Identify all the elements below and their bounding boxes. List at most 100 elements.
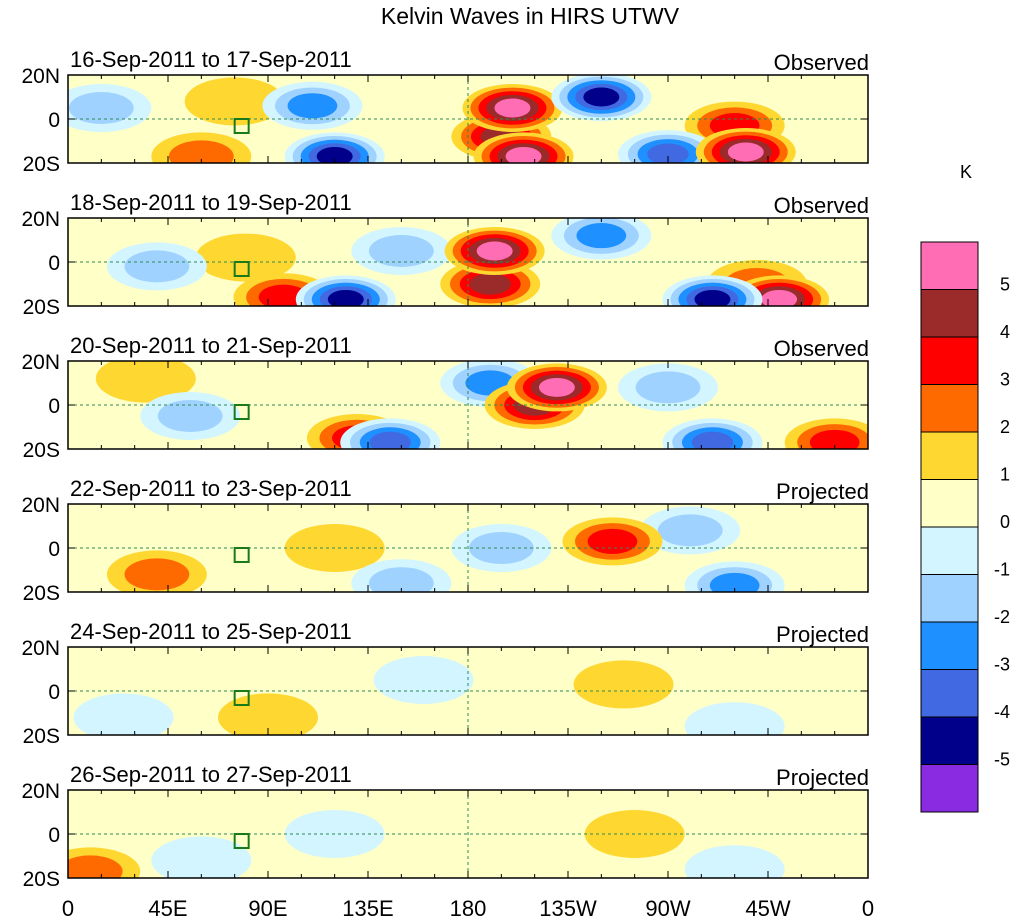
- latitude-label: 0: [48, 538, 60, 561]
- anomaly-contour: [587, 528, 638, 554]
- region-box-marker: [233, 404, 250, 420]
- anomaly-contour: [124, 250, 190, 283]
- panel-date-range: 20-Sep-2011 to 21-Sep-2011: [70, 333, 352, 358]
- latitude-label: 20N: [21, 494, 60, 517]
- panel-date-range: 18-Sep-2011 to 19-Sep-2011: [70, 190, 352, 215]
- longitude-label: 45E: [148, 896, 187, 921]
- latitude-label: 20N: [21, 780, 60, 803]
- latitude-label: 0: [48, 252, 60, 275]
- longitude-label: 135W: [539, 896, 597, 921]
- latitude-label: 20N: [21, 65, 60, 88]
- longitude-label: 135E: [342, 896, 393, 921]
- region-box-marker: [233, 690, 250, 706]
- anomaly-field: [68, 810, 785, 878]
- longitude-label: 90E: [248, 896, 287, 921]
- anomaly-contour: [95, 361, 196, 403]
- latitude-label: 0: [48, 681, 60, 704]
- anomaly-contour: [168, 140, 234, 163]
- anomaly-contour: [684, 845, 785, 878]
- colorbar-swatch: [920, 431, 979, 480]
- panel-status: Projected: [776, 479, 869, 504]
- latitude-label: 20N: [21, 351, 60, 374]
- panel-status: Observed: [774, 193, 869, 218]
- panel-date-range: 26-Sep-2011 to 27-Sep-2011: [70, 762, 352, 787]
- anomaly-contour: [583, 87, 620, 107]
- anomaly-contour: [184, 77, 285, 126]
- map-panel: 22-Sep-2011 to 23-Sep-2011 Projected 20N 0 2…: [21, 476, 869, 605]
- figure-title: Kelvin Waves in HIRS UTWV: [381, 3, 680, 29]
- anomaly-contour: [287, 93, 338, 119]
- anomaly-field: [68, 75, 796, 163]
- longitude-label: 180: [450, 896, 487, 921]
- anomaly-contour: [691, 431, 734, 449]
- anomaly-contour: [373, 656, 474, 704]
- anomaly-contour: [476, 241, 513, 261]
- colorbar-tick-label: 4: [1000, 322, 1010, 342]
- colorbar-swatch: [920, 526, 979, 575]
- map-panels: 16-Sep-2011 to 17-Sep-2011 Observed20N020…: [21, 47, 869, 891]
- colorbar-tick-label: -4: [994, 702, 1010, 722]
- anomaly-contour: [195, 233, 296, 282]
- region-box-marker: [233, 547, 250, 563]
- latitude-label: 20S: [23, 153, 60, 176]
- colorbar-swatch: [920, 336, 979, 385]
- latitude-label: 0: [48, 109, 60, 132]
- anomaly-contour: [576, 223, 627, 249]
- colorbar-tick-label: 0: [1000, 512, 1010, 532]
- region-box-marker: [233, 261, 250, 277]
- panel-status: Projected: [776, 622, 869, 647]
- colorbar-swatch: [920, 289, 979, 338]
- colorbar-swatch: [920, 669, 979, 718]
- anomaly-contour: [709, 572, 760, 592]
- anomaly-contour: [684, 702, 785, 735]
- colorbar-tick-label: -2: [994, 607, 1010, 627]
- panel-date-range: 24-Sep-2011 to 25-Sep-2011: [70, 619, 352, 644]
- latitude-label: 20S: [23, 582, 60, 605]
- region-box-marker: [233, 118, 250, 134]
- anomaly-contour: [68, 92, 134, 124]
- colorbar-tick-label: 2: [1000, 417, 1010, 437]
- colorbar-tick-label: -5: [994, 750, 1010, 770]
- anomaly-contour: [505, 146, 542, 163]
- panel-status: Observed: [774, 50, 869, 75]
- anomaly-field: [73, 656, 785, 735]
- colorbar-swatch: [920, 479, 979, 528]
- latitude-label: 20S: [23, 868, 60, 891]
- anomaly-contour: [573, 660, 674, 709]
- colorbar-swatch: [920, 764, 979, 813]
- anomaly-contour: [368, 567, 434, 592]
- anomaly-contour: [124, 558, 190, 591]
- anomaly-contour: [694, 289, 731, 306]
- panel-date-range: 22-Sep-2011 to 23-Sep-2011: [70, 476, 352, 501]
- panel-status: Observed: [774, 336, 869, 361]
- latitude-label: 20S: [23, 439, 60, 462]
- longitude-label: 0: [62, 896, 74, 921]
- latitude-label: 20N: [21, 208, 60, 231]
- anomaly-contour: [727, 142, 764, 162]
- anomaly-contour: [68, 855, 123, 878]
- map-panel: 20-Sep-2011 to 21-Sep-2011 Observed 20N 0 20…: [21, 333, 869, 462]
- colorbar-swatch: [920, 384, 979, 433]
- map-panel: 16-Sep-2011 to 17-Sep-2011 Observed 20N 0 20…: [21, 47, 869, 176]
- anomaly-contour: [469, 273, 511, 295]
- latitude-label: 0: [48, 395, 60, 418]
- anomaly-field: [106, 506, 785, 592]
- anomaly-contour: [761, 289, 798, 306]
- latitude-label: 20N: [21, 637, 60, 660]
- anomaly-contour: [316, 146, 353, 163]
- latitude-label: 0: [48, 824, 60, 847]
- colorbar-tick-label: 5: [1000, 275, 1010, 295]
- longitude-label: 0: [862, 896, 874, 921]
- anomaly-contour: [809, 429, 860, 449]
- anomaly-contour: [635, 371, 701, 404]
- map-panel: 26-Sep-2011 to 27-Sep-2011 Projected 20N 0 2…: [21, 762, 869, 891]
- longitude-label: 90W: [645, 896, 690, 921]
- anomaly-contour: [151, 836, 252, 878]
- latitude-label: 20S: [23, 296, 60, 319]
- region-box-marker: [233, 833, 250, 849]
- colorbar-tick-label: -3: [994, 655, 1010, 675]
- anomaly-contour: [157, 400, 223, 432]
- longitude-axis: 0 45E 90E 135E 180 135W 90W 45W 0: [62, 896, 874, 921]
- colorbar-unit-label: K: [960, 162, 972, 182]
